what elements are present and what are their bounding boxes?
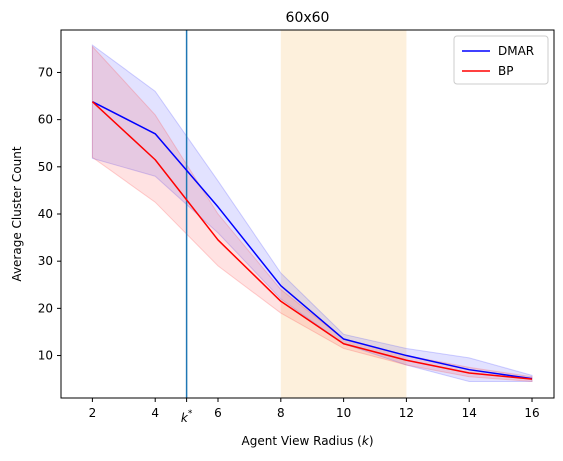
x-tick-label: 10: [336, 406, 351, 420]
shaded-region: [280, 30, 407, 398]
y-tick-label: 50: [38, 160, 53, 174]
series-line-bp: [91, 101, 533, 380]
legend: DMAR BP: [453, 35, 549, 85]
x-tick-label: 12: [399, 406, 414, 420]
y-tick-label: 40: [38, 207, 53, 221]
x-tick-label: 14: [462, 406, 477, 420]
x-tick-label: 4: [151, 406, 159, 420]
y-tick-label: 10: [38, 349, 53, 363]
x-tick-label-k-star: k*: [181, 409, 193, 425]
series-line-dmar: [92, 101, 533, 380]
y-tick-label: 20: [38, 301, 53, 315]
chart-title: 60x60: [286, 10, 330, 26]
legend-label-bp: BP: [498, 64, 513, 78]
y-tick-label: 70: [38, 65, 53, 79]
y-axis-label: Average Cluster Count: [10, 146, 24, 281]
band-bp: [91, 45, 533, 383]
legend-box: [453, 35, 549, 85]
legend-label-dmar: DMAR: [498, 44, 534, 58]
x-tick-label: 8: [277, 406, 285, 420]
y-axis: 10 20 30 40 50 60 70: [38, 65, 61, 363]
plot-area: [91, 30, 533, 398]
x-tick-label: 16: [524, 406, 539, 420]
x-tick-label: 6: [214, 406, 222, 420]
y-tick-label: 30: [38, 254, 53, 268]
x-tick-label: 2: [89, 406, 97, 420]
y-tick-label: 60: [38, 113, 53, 127]
x-axis-label: Agent View Radius (k): [242, 434, 374, 448]
x-axis: 2 4 6 8 10 12 14 16 k*: [89, 398, 540, 425]
